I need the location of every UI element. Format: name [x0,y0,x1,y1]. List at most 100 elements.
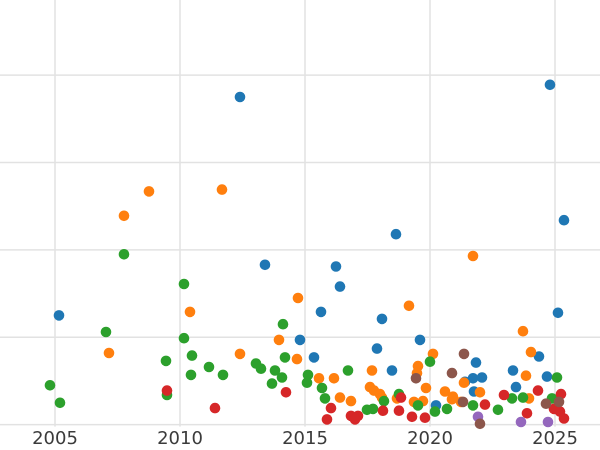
data-point-blue [414,334,426,346]
data-point-green [266,378,278,389]
data-point-brown [410,373,422,384]
data-point-blue [294,334,306,346]
data-point-green [517,392,529,403]
data-point-blue [507,365,519,376]
data-point-blue [541,371,553,382]
data-point-green [302,369,314,381]
data-point-orange [292,292,304,304]
data-point-brown [540,398,552,410]
data-point-orange [143,186,155,197]
data-point-blue [330,261,342,272]
data-point-orange [334,392,346,403]
data-point-green [160,355,172,367]
data-point-blue [371,343,383,354]
data-point-purple [542,416,554,428]
data-point-green [467,400,479,411]
data-point-red [532,385,544,396]
data-point-red [321,414,333,425]
data-point-red [280,387,292,398]
data-point-green [255,363,267,375]
data-point-orange [328,373,340,384]
data-point-green [492,404,504,416]
data-point-red [209,402,221,414]
data-point-orange [403,300,415,312]
data-point-orange [446,394,458,405]
data-point-red [393,405,405,417]
data-point-red [521,408,533,419]
data-point-brown [474,418,486,430]
data-point-green [269,365,281,376]
data-point-orange [520,370,532,382]
data-point-green [186,350,198,361]
data-point-brown [446,367,458,379]
data-point-green [551,372,563,383]
x-tick-label: 2010 [157,428,203,449]
data-point-green [178,278,190,290]
data-point-red [498,389,510,401]
data-point-green [367,403,379,415]
data-point-blue [315,306,327,318]
data-point-red [161,385,173,396]
data-point-orange [216,184,228,195]
data-point-orange [118,210,130,222]
data-point-blue [476,372,488,383]
data-point-orange [184,306,196,318]
data-point-red [419,412,431,424]
data-point-green [441,403,453,415]
data-point-blue [552,307,564,319]
x-tick-label: 2025 [532,428,578,449]
data-point-green [342,365,354,376]
data-point-orange [420,382,432,394]
x-tick-label: 2020 [407,428,453,449]
data-point-red [349,414,361,425]
data-point-orange [439,386,451,397]
data-point-orange [103,347,115,359]
data-point-orange [234,348,246,360]
data-point-green [378,395,390,407]
data-point-green [217,369,229,381]
data-point-green [429,406,441,417]
data-point-green [185,369,197,381]
data-point-red [406,411,418,423]
data-point-blue [544,79,556,91]
x-tick-label: 2005 [32,428,78,449]
data-point-blue [334,281,346,292]
data-point-red [558,413,570,424]
data-point-green [44,380,56,391]
data-point-red [325,402,337,414]
data-point-orange [273,334,285,346]
data-point-blue [234,91,246,103]
data-point-green [412,400,424,411]
data-point-blue [259,259,271,271]
data-point-blue [386,365,398,376]
data-point-orange [517,325,529,337]
data-point-red [479,399,491,410]
data-point-orange [366,365,378,376]
data-point-red [395,392,407,403]
data-point-purple [515,416,527,428]
data-point-orange [474,387,486,398]
data-point-green [54,397,66,409]
data-point-blue [467,373,479,384]
data-point-green [301,377,313,389]
data-point-blue [533,351,545,362]
data-point-brown [553,396,565,408]
data-point-green [203,361,215,373]
data-point-orange [458,377,470,389]
data-point-green [316,382,328,394]
data-point-brown [458,348,470,360]
data-point-blue [558,214,570,226]
data-point-blue [53,310,65,321]
data-point-brown [457,396,469,408]
data-point-orange [345,395,357,407]
data-point-orange [467,250,479,262]
data-point-green [178,332,190,344]
x-tick-label: 2015 [282,428,328,449]
data-point-green [319,393,331,404]
data-point-green [279,352,291,363]
data-point-orange [525,346,537,358]
data-point-green [277,318,289,330]
